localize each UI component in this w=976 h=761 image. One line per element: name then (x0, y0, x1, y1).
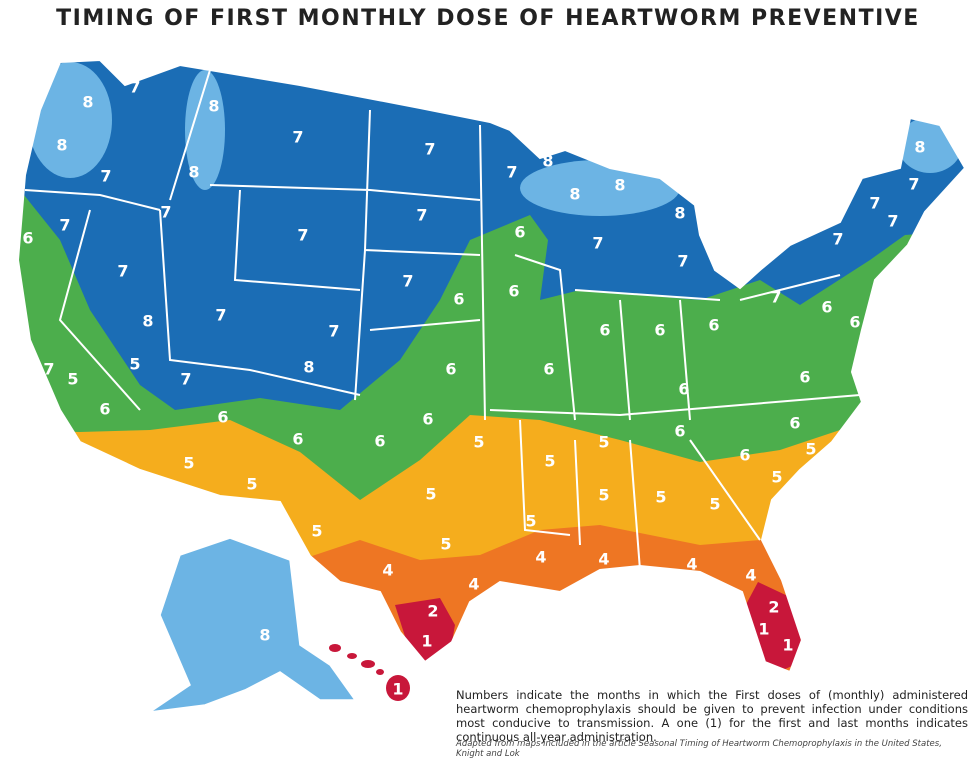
zone-label: 8 (614, 176, 625, 195)
zone-label: 7 (416, 206, 427, 225)
zone-label: 1 (421, 632, 432, 651)
zone-label: 5 (311, 522, 322, 541)
zone-label: 8 (259, 626, 270, 645)
zone-label: 5 (473, 433, 484, 452)
zone-label: 7 (180, 370, 191, 389)
zone-label: 5 (246, 475, 257, 494)
zone-label: 6 (22, 229, 33, 248)
zone-label: 6 (678, 380, 689, 399)
zone-label: 6 (599, 321, 610, 340)
zone-label: 5 (598, 486, 609, 505)
zone-label: 8 (914, 138, 925, 157)
zone-label: 6 (739, 446, 750, 465)
zone-label: 4 (535, 548, 546, 567)
zone-label: 6 (543, 360, 554, 379)
zone-label: 4 (686, 555, 697, 574)
zone-label: 4 (598, 550, 609, 569)
alaska (149, 537, 357, 713)
zone-label: 5 (67, 370, 78, 389)
zone-label: 8 (56, 136, 67, 155)
zone-label: 7 (328, 322, 339, 341)
zone-label: 5 (129, 355, 140, 374)
zone-label: 6 (789, 414, 800, 433)
zone-label: 8 (569, 185, 580, 204)
zone-label: 7 (292, 128, 303, 147)
zone-8 (185, 70, 225, 190)
zone-label: 7 (832, 230, 843, 249)
zone-label: 5 (544, 452, 555, 471)
zone-label: 7 (129, 78, 140, 97)
zone-1 (742, 582, 805, 672)
zone-label: 7 (887, 212, 898, 231)
zone-label: 7 (506, 163, 517, 182)
zone-label: 7 (100, 167, 111, 186)
zone-label: 6 (849, 313, 860, 332)
zone-label: 7 (908, 175, 919, 194)
zone-label: 8 (542, 152, 553, 171)
zone-label: 5 (525, 512, 536, 531)
zone-label: 7 (424, 140, 435, 159)
zone-label: 8 (674, 204, 685, 223)
zone-label: 7 (677, 252, 688, 271)
zone-label: 6 (453, 290, 464, 309)
hawaii (329, 644, 410, 701)
zone-label: 5 (655, 488, 666, 507)
zone-label: 7 (117, 262, 128, 281)
zone-label: 5 (709, 495, 720, 514)
zone-label: 5 (598, 433, 609, 452)
zone-label: 8 (188, 163, 199, 182)
zone-label: 7 (869, 194, 880, 213)
zone-label: 8 (142, 312, 153, 331)
zone-label: 7 (402, 272, 413, 291)
zone-label: 7 (770, 288, 781, 307)
zone-label: 8 (82, 93, 93, 112)
zone-label: 7 (297, 226, 308, 245)
title: TIMING OF FIRST MONTHLY DOSE OF HEARTWOR… (56, 6, 920, 31)
zone-label: 8 (208, 97, 219, 116)
zone-label: 6 (374, 432, 385, 451)
zone-label: 5 (183, 454, 194, 473)
zone-label: 5 (771, 468, 782, 487)
zone-label: 7 (59, 216, 70, 235)
zone-label: 6 (422, 410, 433, 429)
zone-label: 6 (654, 321, 665, 340)
zone-label: 6 (708, 316, 719, 335)
zone-label: 6 (821, 298, 832, 317)
zone-label: 7 (160, 203, 171, 222)
zone-label: 1 (758, 620, 769, 639)
zone-label: 5 (805, 440, 816, 459)
zone-label: 5 (425, 485, 436, 504)
zone-label: 8 (303, 358, 314, 377)
zone-label: 4 (382, 561, 393, 580)
zone-label: 4 (468, 575, 479, 594)
source: Adapted from maps included in the articl… (456, 739, 942, 759)
zone-label: 1 (782, 636, 793, 655)
zone-label: 6 (99, 400, 110, 419)
zone-label: 7 (215, 306, 226, 325)
zone-label: 1 (392, 680, 403, 699)
zone-label: 7 (592, 234, 603, 253)
zone-label: 6 (674, 422, 685, 441)
zone-label: 6 (292, 430, 303, 449)
zone-label: 6 (514, 223, 525, 242)
zone-label: 6 (799, 368, 810, 387)
zone-label: 6 (508, 282, 519, 301)
zone-label: 5 (440, 535, 451, 554)
state-lines (24, 69, 861, 571)
zone-label: 7 (43, 360, 54, 379)
zone-8 (28, 62, 112, 178)
zone-label: 2 (768, 598, 779, 617)
zone-label: 2 (427, 602, 438, 621)
zone-label: 6 (217, 408, 228, 427)
zone-label: 4 (745, 566, 756, 585)
zone-label: 6 (445, 360, 456, 379)
caption: Numbers indicate the months in which the… (456, 688, 968, 744)
